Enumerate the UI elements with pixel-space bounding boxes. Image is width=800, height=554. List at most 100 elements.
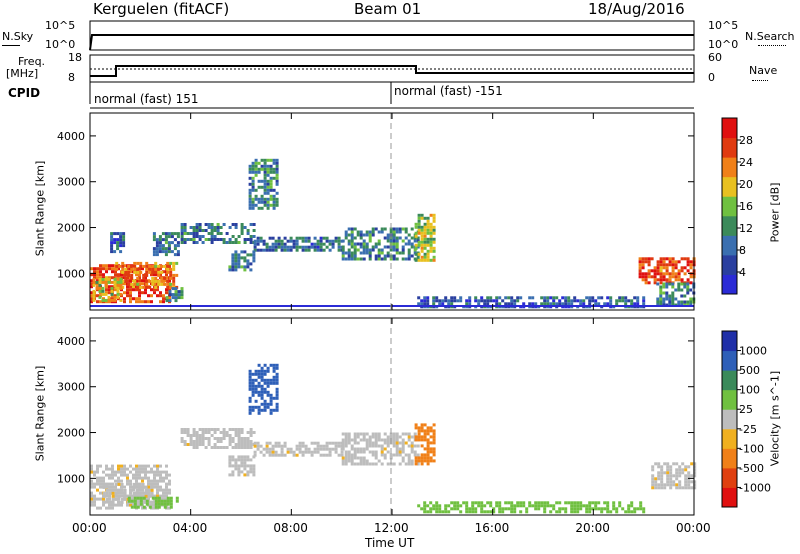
- data-cell: [401, 245, 405, 249]
- data-cell: [392, 438, 396, 442]
- data-cell: [275, 164, 279, 168]
- n-sky-line: [2, 45, 20, 46]
- data-cell: [638, 275, 642, 279]
- data-cell: [159, 470, 162, 474]
- data-cell: [234, 256, 238, 260]
- data-cell: [121, 285, 125, 289]
- data-cell: [386, 254, 390, 258]
- data-cell: [341, 447, 345, 451]
- data-cell: [579, 501, 583, 505]
- data-cell: [234, 268, 238, 272]
- data-cell: [249, 428, 253, 431]
- data-cell: [395, 236, 399, 240]
- data-cell: [180, 232, 184, 235]
- data-cell: [240, 428, 244, 431]
- data-cell: [113, 250, 117, 254]
- data-cell: [108, 503, 111, 507]
- data-cell: [201, 235, 205, 238]
- data-cell: [347, 251, 351, 255]
- data-cell: [624, 510, 628, 514]
- data-cell: [195, 443, 199, 446]
- data-cell: [275, 191, 279, 195]
- data-cell: [423, 240, 427, 244]
- data-cell: [310, 450, 314, 454]
- data-cell: [417, 228, 421, 232]
- data-cell: [678, 483, 682, 487]
- data-cell: [353, 441, 357, 445]
- data-cell: [198, 229, 202, 232]
- data-cell: [155, 238, 159, 242]
- data-cell: [638, 260, 642, 264]
- data-cell: [107, 298, 111, 302]
- data-cell: [630, 302, 634, 306]
- data-cell: [102, 491, 106, 495]
- data-cell: [417, 222, 421, 226]
- data-cell: [368, 239, 372, 243]
- data-cell: [130, 282, 134, 286]
- power-data: [90, 158, 696, 309]
- data-cell: [459, 299, 463, 303]
- data-cell: [251, 185, 255, 189]
- data-cell: [356, 242, 360, 246]
- data-cell: [147, 479, 150, 483]
- data-cell: [401, 239, 405, 243]
- data-cell: [102, 267, 105, 271]
- data-cell: [254, 164, 258, 168]
- data-cell: [210, 232, 214, 235]
- data-cell: [92, 292, 96, 296]
- data-cell: [248, 164, 252, 168]
- data-cell: [432, 447, 436, 451]
- data-cell: [159, 291, 162, 295]
- data-cell: [420, 258, 424, 262]
- data-cell: [174, 290, 178, 294]
- data-cell: [426, 432, 430, 436]
- data-cell: [251, 393, 255, 397]
- data-cell: [111, 297, 114, 301]
- data-cell: [295, 447, 299, 451]
- data-cell: [414, 258, 418, 262]
- data-cell: [119, 250, 123, 254]
- data-cell: [609, 510, 613, 514]
- data-cell: [251, 387, 255, 391]
- data-cell: [171, 296, 175, 300]
- data-cell: [693, 480, 697, 484]
- data-cell: [489, 296, 493, 300]
- data-cell: [126, 473, 129, 477]
- data-cell: [286, 239, 290, 243]
- data-cell: [410, 441, 414, 445]
- data-cell: [365, 441, 369, 445]
- data-cell: [147, 294, 150, 298]
- data-cell: [337, 441, 341, 445]
- data-cell: [353, 435, 357, 439]
- data-cell: [513, 302, 517, 306]
- data-cell: [117, 491, 120, 495]
- data-cell: [435, 507, 439, 511]
- data-cell: [135, 300, 138, 304]
- data-cell: [274, 453, 278, 457]
- data-cell: [471, 510, 475, 514]
- data-cell: [356, 233, 360, 237]
- data-cell: [359, 456, 363, 460]
- data-cell: [513, 510, 517, 514]
- data-cell: [395, 441, 399, 445]
- data-cell: [150, 294, 153, 298]
- data-cell: [341, 444, 345, 448]
- data-cell: [371, 227, 375, 231]
- data-cell: [135, 279, 138, 283]
- data-cell: [237, 458, 241, 462]
- data-cell: [666, 471, 670, 475]
- data-cell: [248, 378, 252, 382]
- data-cell: [653, 281, 657, 285]
- data-cell: [138, 473, 141, 477]
- data-cell: [275, 372, 279, 376]
- data-cell: [176, 232, 180, 236]
- data-cell: [141, 267, 144, 271]
- data-cell: [266, 402, 270, 406]
- data-cell: [570, 507, 574, 511]
- data-cell: [262, 453, 266, 457]
- data-cell: [546, 299, 550, 303]
- data-cell: [153, 288, 156, 292]
- data-cell: [213, 226, 217, 229]
- data-cell: [257, 185, 261, 189]
- data-cell: [347, 239, 351, 243]
